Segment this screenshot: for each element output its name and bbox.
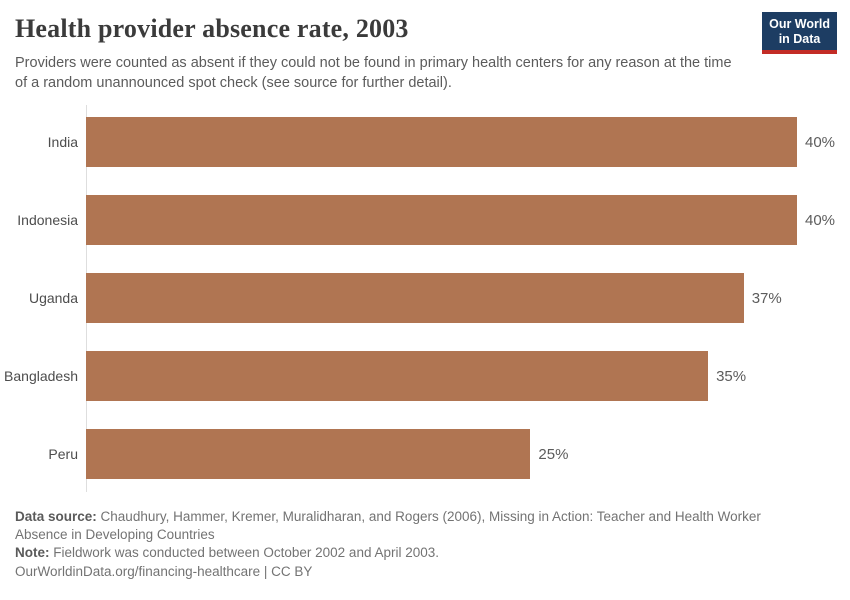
value-label: 40%	[805, 211, 836, 229]
bar[interactable]	[86, 195, 797, 245]
value-label: 40%	[805, 133, 836, 151]
bar-row: Bangladesh 35%	[0, 351, 850, 401]
note-line: Note: Fieldwork was conducted between Oc…	[15, 544, 780, 562]
owid-logo-line1: Our World	[769, 17, 830, 31]
data-source-text: Chaudhury, Hammer, Kremer, Muralidharan,…	[15, 509, 761, 542]
bar-row: Uganda 37%	[0, 273, 850, 323]
bar-chart: India 40% Indonesia 40% Uganda 37% Bangl…	[0, 105, 850, 492]
bar[interactable]	[86, 273, 744, 323]
bar[interactable]	[86, 351, 709, 401]
page-title: Health provider absence rate, 2003	[15, 14, 409, 43]
bar-row: Peru 25%	[0, 429, 850, 479]
category-label: Peru	[48, 446, 78, 462]
category-label: Bangladesh	[4, 368, 78, 384]
chart-header: Health provider absence rate, 2003 Provi…	[0, 0, 850, 93]
bar[interactable]	[86, 117, 797, 167]
bar[interactable]	[86, 429, 531, 479]
owid-logo-line2: in Data	[778, 32, 821, 46]
value-label: 25%	[538, 445, 569, 463]
category-label: Uganda	[28, 290, 78, 306]
owid-logo[interactable]: Our World in Data	[762, 12, 837, 54]
bar-row: Indonesia 40%	[0, 195, 850, 245]
bar-rows: India 40% Indonesia 40% Uganda 37% Bangl…	[0, 117, 850, 479]
category-label: India	[47, 134, 78, 150]
value-label: 35%	[716, 367, 747, 385]
chart-subtitle: Providers were counted as absent if they…	[15, 55, 732, 91]
note-text: Fieldwork was conducted between October …	[53, 545, 440, 560]
data-source-label: Data source:	[15, 509, 97, 524]
chart-footer: Data source: Chaudhury, Hammer, Kremer, …	[0, 508, 795, 580]
data-source-line: Data source: Chaudhury, Hammer, Kremer, …	[15, 508, 780, 543]
value-label: 37%	[751, 289, 782, 307]
footer-link[interactable]: OurWorldinData.org/financing-healthcare …	[15, 563, 313, 579]
bar-row: India 40%	[0, 117, 850, 167]
category-label: Indonesia	[17, 212, 78, 228]
note-label: Note:	[15, 545, 50, 560]
